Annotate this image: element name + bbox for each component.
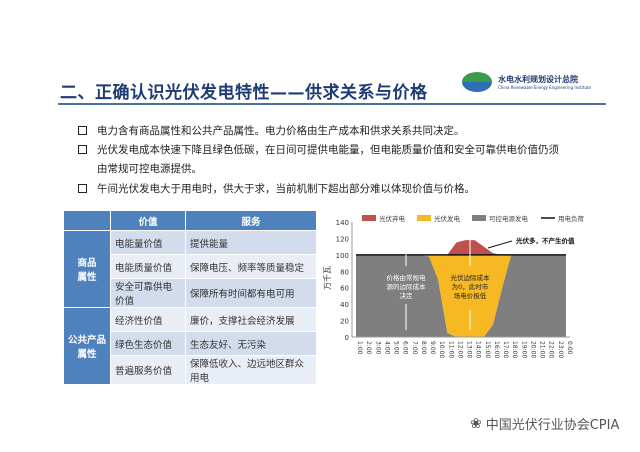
table-row: 公共产品 属性 经济性价值 廉价，支撑社会经济发展 — [62, 307, 318, 385]
logo-mark-icon — [462, 72, 492, 92]
y-tick-label: 60 — [340, 285, 349, 293]
x-tick-label: 16:00 — [493, 341, 500, 358]
x-tick-label: 20:00 — [529, 341, 536, 358]
y-axis-label: 万千瓦 — [322, 266, 332, 290]
y-tick-label: 120 — [336, 235, 349, 243]
x-tick-label: 6:00 — [402, 341, 409, 355]
y-tick-label: 100 — [336, 252, 349, 260]
wechat-icon: ❀ — [470, 415, 482, 432]
table-row: 电能质量价值 保障电压、频率等质量稳定 — [64, 254, 318, 279]
logo-name: 水电水利规划设计总院 — [498, 75, 578, 84]
table-row: 安全可靠供电价值 保障所有时间都有电可用 — [64, 278, 318, 308]
legend-label: 可控电源发电 — [489, 214, 529, 223]
logo-en: China Renewable Energy Engineering Insti… — [498, 85, 592, 90]
x-tick-label: 18:00 — [511, 341, 518, 358]
bullet-continuation: 由常规可控电源提供。 — [97, 163, 202, 175]
x-tick-label: 8:00 — [420, 341, 427, 355]
legend-label: 用电负荷 — [558, 214, 585, 223]
y-tick-label: 80 — [340, 268, 349, 276]
bullet-item: 午间光伏发电大于用电时，供大于求，当前机制下超出部分难以体现价值与价格。 — [78, 181, 475, 196]
annotation-pv: 光伏边际成本为0，此时市场电价极低 — [451, 273, 491, 300]
x-tick-label: 1:00 — [356, 341, 363, 355]
legend-swatch — [472, 215, 486, 221]
title-divider — [58, 103, 606, 105]
legend-label: 光伏弃电 — [379, 214, 406, 223]
x-tick-label: 21:00 — [539, 341, 546, 358]
curtailment-area — [356, 240, 566, 255]
table-row: 商品 属性 电能量价值 提供能量 — [62, 230, 318, 308]
y-tick-label: 0 — [345, 334, 349, 342]
x-tick-label: 7:00 — [411, 341, 418, 355]
y-tick-label: 40 — [340, 301, 349, 309]
logo: 水电水利规划设计总院 China Renewable Energy Enginee… — [462, 72, 591, 92]
annotation-conventional: 价格由常规电源的边际成本决定 — [387, 273, 427, 300]
value-table: 价值 服务 商品 属性 电能量价值 提供能量 电能质量价值 保障电压、频率等质量稳定 安… — [62, 210, 318, 385]
x-tick-label: 12:00 — [456, 341, 463, 358]
annotation-curtail: 光伏多，不产生价值 — [515, 236, 575, 245]
x-tick-label: 10:00 — [438, 341, 445, 358]
x-tick-label: 13:00 — [466, 341, 473, 358]
footer: ❀ 中国光伏行业协会CPIA — [470, 415, 620, 434]
legend-swatch — [362, 215, 376, 221]
y-tick-label: 140 — [336, 219, 349, 227]
controllable-area — [356, 254, 566, 337]
x-tick-label: 23:00 — [557, 341, 564, 358]
x-tick-label: 11:00 — [447, 341, 454, 358]
square-bullet-icon — [78, 183, 87, 193]
legend-label: 光伏发电 — [434, 214, 461, 223]
supply-demand-chart: 0 20 40 60 80 100 120 140 1:00 2:00 3:00 4:00 5:00 6:… — [322, 214, 585, 358]
legend-swatch — [417, 215, 431, 221]
x-tick-label: 4:00 — [383, 341, 390, 355]
table-row: 绿色生态价值 生态友好、无污染 — [64, 331, 318, 356]
x-tick-label: 22:00 — [548, 341, 555, 358]
pv-area — [356, 254, 566, 337]
x-tick-label: 3:00 — [374, 341, 381, 355]
x-tick-label: 0:00 — [566, 341, 573, 355]
x-tick-label: 9:00 — [429, 341, 436, 355]
annotation-arrow — [487, 240, 513, 249]
x-tick-label: 19:00 — [520, 341, 527, 358]
x-tick-label: 14:00 — [475, 341, 482, 358]
bullet-item: 电力含有商品属性和公共产品属性。电力价格由生产成本和供求关系共同决定。 — [78, 123, 465, 138]
square-bullet-icon — [78, 144, 87, 154]
table-row: 普遍服务价值 保障低收入、边远地区群众用电 — [64, 355, 318, 385]
page-title: 二、正确认识光伏发电特性——供求关系与价格 — [60, 83, 428, 103]
x-tick-label: 17:00 — [502, 341, 509, 358]
square-bullet-icon — [78, 125, 87, 135]
x-tick-label: 2:00 — [365, 341, 372, 355]
x-tick-label: 15:00 — [484, 341, 491, 358]
y-tick-label: 20 — [340, 318, 349, 326]
bullet-item: 光伏发电成本快速下降且绿色低碳，在日间可提供电能量，但电能质量价值和安全可靠供电… — [78, 142, 559, 157]
x-tick-label: 5:00 — [393, 341, 400, 355]
